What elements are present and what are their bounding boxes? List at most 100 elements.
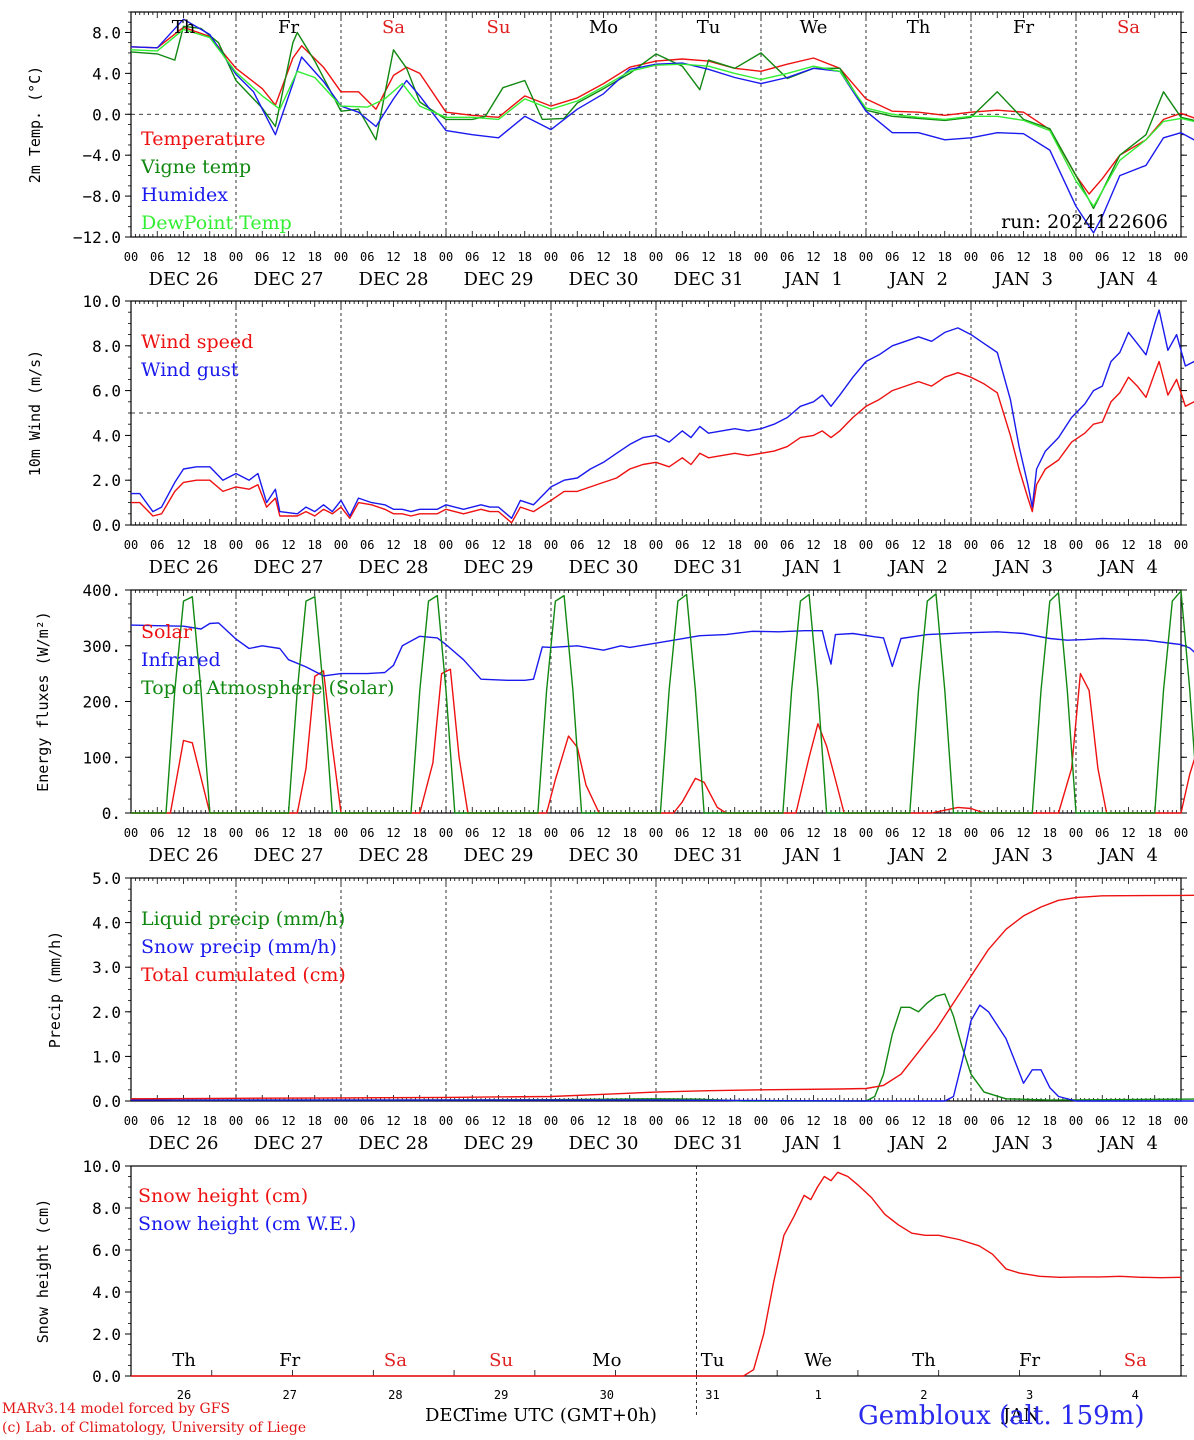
series-line-infrared — [130, 622, 1194, 681]
hour-tick-label: 00 — [544, 250, 558, 264]
y-tick-label: 10.0 — [82, 1157, 121, 1176]
legend-entry: Wind gust — [141, 359, 239, 381]
date-label: JAN 3 — [992, 557, 1053, 578]
hour-tick-label: 12 — [491, 250, 505, 264]
series-line-snow-height-cm- — [131, 1171, 1182, 1377]
hour-tick-label: 12 — [911, 538, 925, 552]
date-label: JAN 1 — [782, 269, 843, 290]
hour-tick-label: 18 — [413, 250, 427, 264]
hour-tick-label: 12 — [281, 1114, 295, 1128]
hour-tick-label: 12 — [386, 250, 400, 264]
hour-tick-label: 00 — [859, 1114, 873, 1128]
plot-frame — [130, 300, 1182, 526]
hour-tick-label: 12 — [596, 250, 610, 264]
hour-tick-label: 00 — [754, 250, 768, 264]
weekday-label: Sa — [384, 1350, 407, 1371]
hour-tick-label: 00 — [754, 538, 768, 552]
y-tick-label: 0.0 — [92, 516, 121, 535]
hour-tick-label: 00 — [334, 538, 348, 552]
hour-tick-label: 06 — [570, 826, 584, 840]
hour-tick-label: 06 — [255, 1114, 269, 1128]
hour-tick-label: 18 — [203, 250, 217, 264]
hour-tick-label: 00 — [439, 250, 453, 264]
hour-tick-label: 06 — [570, 538, 584, 552]
weekday-label: We — [800, 17, 828, 38]
y-tick-label: 10.0 — [82, 292, 121, 311]
hour-tick-label: 00 — [859, 538, 873, 552]
date-label: DEC 26 — [149, 845, 219, 866]
weekday-label: Sa — [1124, 1350, 1147, 1371]
weekday-label: Su — [487, 17, 511, 38]
y-tick-label: 2.0 — [92, 471, 121, 490]
date-label: DEC 27 — [254, 1133, 324, 1154]
legend-entry: DewPoint Temp — [141, 212, 292, 234]
hour-tick-label: 06 — [885, 250, 899, 264]
weekday-label: Th — [907, 17, 931, 38]
hour-tick-label: 00 — [439, 1114, 453, 1128]
series-line-total-cumulated-cm- — [130, 894, 1194, 1100]
series-line-wind-gust — [131, 309, 1194, 519]
hour-tick-label: 06 — [570, 250, 584, 264]
hour-tick-label: 12 — [911, 250, 925, 264]
hour-tick-label: 00 — [1069, 250, 1083, 264]
day-number: 27 — [282, 1388, 296, 1402]
y-tick-label: −12.0 — [73, 228, 121, 247]
hour-tick-label: 06 — [675, 1114, 689, 1128]
hour-tick-label: 06 — [990, 250, 1004, 264]
hour-tick-label: 18 — [413, 826, 427, 840]
date-label: JAN 2 — [887, 1133, 948, 1154]
y-tick-label: 6.0 — [92, 382, 121, 401]
panel-3: 0. 100. 200. 300. 400. Energy fluxes (W/m²) 00… — [34, 581, 1194, 866]
hour-tick-label: 00 — [1174, 250, 1188, 264]
series-line-humidex — [130, 18, 1194, 234]
hour-tick-label: 00 — [334, 250, 348, 264]
date-label: DEC 28 — [359, 269, 429, 290]
credit-line-1: MARv3.14 model forced by GFS — [2, 1401, 231, 1417]
legend-entry: Humidex — [141, 184, 228, 206]
hour-tick-label: 12 — [701, 538, 715, 552]
hour-tick-label: 00 — [754, 826, 768, 840]
y-tick-label: 4.0 — [92, 1283, 121, 1302]
hour-tick-label: 06 — [1095, 250, 1109, 264]
hour-tick-label: 06 — [1095, 826, 1109, 840]
hour-tick-label: 12 — [281, 826, 295, 840]
hour-tick-label: 12 — [596, 538, 610, 552]
date-label: DEC 30 — [569, 1133, 639, 1154]
hour-tick-label: 18 — [1043, 538, 1057, 552]
hour-tick-label: 06 — [150, 250, 164, 264]
weekday-label: Tu — [697, 17, 721, 38]
hour-tick-label: 12 — [281, 538, 295, 552]
hour-tick-label: 00 — [1069, 826, 1083, 840]
hour-tick-label: 18 — [518, 538, 532, 552]
station-name: Gembloux (alt. 159m) — [858, 1401, 1145, 1431]
hour-tick-label: 00 — [649, 1114, 663, 1128]
hour-tick-label: 00 — [439, 826, 453, 840]
weekday-label: Th — [172, 1350, 196, 1371]
hour-tick-label: 18 — [308, 538, 322, 552]
hour-tick-label: 00 — [649, 250, 663, 264]
y-tick-label: 6.0 — [92, 1241, 121, 1260]
weekday-label: Sa — [1117, 17, 1140, 38]
date-label: DEC 31 — [674, 269, 744, 290]
hour-tick-label: 00 — [1174, 826, 1188, 840]
hour-tick-label: 00 — [964, 1114, 978, 1128]
hour-tick-label: 06 — [885, 1114, 899, 1128]
weekday-label: Fr — [279, 1350, 300, 1371]
date-label: JAN 4 — [1097, 1133, 1158, 1154]
date-label: DEC 30 — [569, 557, 639, 578]
hour-tick-label: 12 — [806, 538, 820, 552]
hour-tick-label: 18 — [518, 826, 532, 840]
legend-entry: Snow height (cm) — [138, 1185, 308, 1207]
hour-tick-label: 12 — [176, 826, 190, 840]
y-axis-title: Snow height (cm) — [34, 1199, 52, 1344]
date-label: DEC 26 — [149, 269, 219, 290]
series-line-liquid-precip-mm-h- — [130, 993, 1194, 1102]
hour-tick-label: 18 — [833, 826, 847, 840]
weekday-label: Fr — [278, 17, 299, 38]
date-label: DEC 26 — [149, 1133, 219, 1154]
hour-tick-label: 18 — [413, 538, 427, 552]
hour-tick-label: 12 — [806, 1114, 820, 1128]
y-tick-label: −8.0 — [82, 187, 121, 206]
hour-tick-label: 18 — [938, 1114, 952, 1128]
day-number: 3 — [1026, 1388, 1033, 1402]
